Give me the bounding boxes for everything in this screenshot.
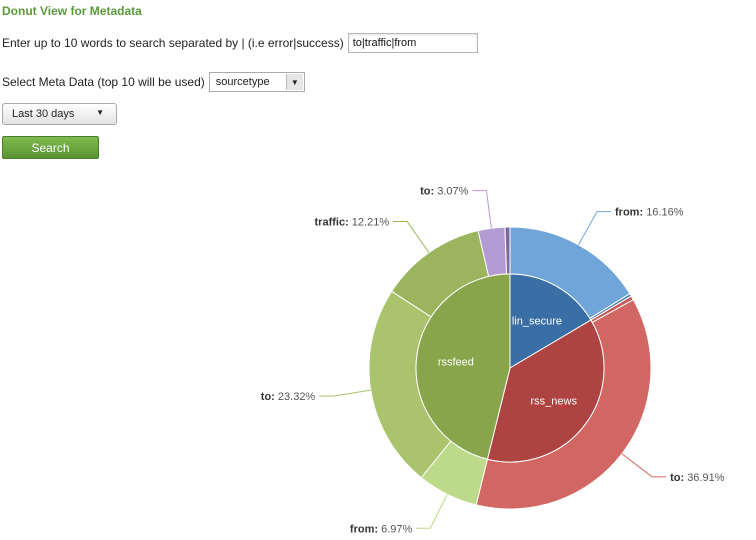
leader-line-6 [393,221,430,253]
outer-label-5: to: 23.32% [261,391,316,403]
inner-slice-2[interactable] [415,273,511,460]
words-input[interactable] [347,33,478,53]
page-title: Donut View for Metadata [2,4,142,18]
inner-label-1: rss_news [531,396,578,408]
outer-label-0: from: 16.16% [615,207,684,219]
meta-select[interactable]: sourcetype ▼ [208,72,305,92]
inner-label-2: rssfeed [438,356,474,368]
outer-label-3: to: 36.91% [670,472,725,484]
leader-line-0 [578,211,612,246]
words-prompt-label: Enter up to 10 words to search separated… [2,36,344,50]
caret-down-icon: ▼ [96,108,104,117]
inner-slice-1[interactable] [486,319,605,463]
outer-label-6: traffic: 12.21% [315,217,390,229]
inner-slice-0[interactable] [509,273,592,369]
meta-row: Select Meta Data (top 10 will be used) s… [2,72,305,92]
time-range-dropdown[interactable]: Last 30 days ▼ [2,103,117,125]
search-button[interactable]: Search [2,136,99,159]
words-row: Enter up to 10 words to search separated… [2,33,478,53]
leader-line-7 [472,190,492,229]
meta-prompt-label: Select Meta Data (top 10 will be used) [2,75,205,89]
time-range-label: Last 30 days [12,108,75,120]
leader-line-3 [621,453,667,478]
leader-line-4 [416,494,448,529]
leader-line-5 [319,389,371,397]
inner-label-0: lin_secure [512,316,562,328]
meta-select-value: sourcetype [215,76,270,88]
chevron-down-icon: ▼ [285,74,303,90]
outer-label-4: from: 6.97% [350,523,413,535]
outer-label-7: to: 3.07% [420,186,469,198]
